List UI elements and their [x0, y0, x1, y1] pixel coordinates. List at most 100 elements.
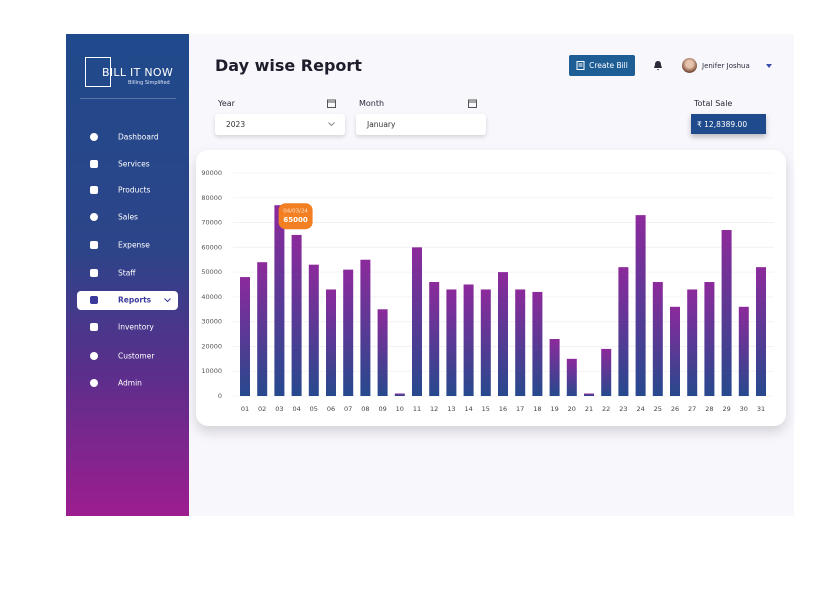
x-tick-label: 23 [619, 405, 627, 413]
page-title: Day wise Report [215, 56, 362, 75]
bar [635, 215, 646, 396]
bar [584, 393, 594, 396]
bar [308, 264, 319, 396]
bar [274, 205, 285, 396]
bar [652, 282, 663, 396]
bar [549, 339, 560, 396]
chevron [328, 122, 335, 127]
menu-icon [90, 352, 98, 360]
y-tick-label: 40000 [201, 293, 222, 301]
calendar-icon[interactable] [327, 99, 336, 108]
menu-item[interactable]: Expense [118, 240, 150, 250]
x-tick-label: 14 [464, 405, 472, 413]
bar [429, 282, 440, 396]
x-tick-label: 08 [361, 405, 369, 413]
y-tick-label: 90000 [201, 169, 222, 177]
bar [326, 289, 336, 396]
bar [463, 284, 474, 396]
x-tick-label: 17 [516, 405, 524, 413]
bar [721, 229, 732, 396]
x-tick-label: 13 [447, 405, 455, 413]
bar [343, 269, 354, 396]
x-tick-label: 20 [568, 405, 576, 413]
tooltip-date: 04/03/24 [283, 209, 308, 215]
bar [446, 289, 457, 396]
bar [498, 272, 508, 396]
x-tick-label: 05 [310, 405, 318, 413]
user-name[interactable]: Jenifer Joshua [702, 62, 750, 70]
year-label: Year [218, 99, 235, 108]
x-tick-label: 22 [602, 405, 610, 413]
bar [756, 267, 766, 396]
chart-card: 0 10000 20000 30000 40000 50000 60000 70000 8000… [196, 150, 786, 426]
bar [240, 277, 250, 396]
month-dropdown[interactable]: January [356, 114, 486, 135]
menu-item[interactable]: Reports [118, 295, 152, 305]
divider [80, 98, 176, 99]
menu-item[interactable]: Admin [118, 378, 142, 388]
bar [532, 291, 543, 396]
bar [480, 289, 491, 396]
x-tick-label: 15 [482, 405, 490, 413]
x-tick-label: 16 [499, 405, 507, 413]
menu-item[interactable]: Inventory [118, 322, 154, 332]
month-label: Month [359, 99, 385, 108]
total-label: Total Sale [694, 99, 733, 108]
y-tick-label: 30000 [201, 318, 222, 326]
bar [738, 306, 749, 396]
menu-item[interactable]: Sales [118, 212, 138, 222]
menu-item[interactable]: Customer [118, 351, 155, 361]
menu-icon [90, 296, 98, 304]
x-tick-label: 04 [292, 405, 300, 413]
avatar[interactable] [682, 58, 697, 73]
total-value: ₹ 12,8389.00 [691, 114, 766, 134]
bar [704, 282, 715, 396]
bell-icon[interactable] [653, 60, 663, 71]
bar [515, 289, 526, 396]
bar [257, 262, 268, 396]
tooltip-value: 65000 [283, 216, 307, 224]
x-tick-label: 01 [241, 405, 249, 413]
calendar-icon[interactable] [468, 99, 477, 108]
x-tick-label: 10 [396, 405, 404, 413]
menu-item[interactable]: Dashboard [118, 132, 159, 142]
user-dropdown[interactable] [766, 64, 772, 68]
y-tick-label: 0 [218, 392, 222, 400]
x-tick-label: 18 [533, 405, 541, 413]
chart: 0 10000 20000 30000 40000 50000 60000 70000 8000… [201, 169, 774, 413]
menu-icon [90, 323, 98, 331]
menu-item[interactable]: Products [118, 185, 151, 195]
bar [412, 247, 422, 396]
x-tick-label: 09 [378, 405, 386, 413]
year-dropdown[interactable]: 2023 [215, 114, 345, 135]
x-tick-label: 27 [688, 405, 696, 413]
menu-item[interactable]: Services [118, 159, 150, 169]
menu-icon [90, 213, 98, 221]
x-tick-label: 06 [327, 405, 335, 413]
menu-item[interactable]: Staff [118, 268, 136, 278]
bar [394, 393, 405, 396]
x-tick-label: 24 [636, 405, 644, 413]
menu-icon [90, 241, 98, 249]
bill-icon [576, 61, 585, 70]
x-tick-label: 11 [413, 405, 421, 413]
bar [291, 234, 302, 396]
create-bill-button[interactable]: Create Bill [569, 55, 635, 76]
year-value: 2023 [226, 120, 246, 129]
x-tick-label: 29 [722, 405, 730, 413]
x-tick-label: 12 [430, 405, 438, 413]
month-value: January [367, 120, 396, 129]
logo-box [85, 57, 111, 87]
active-menu-bg [77, 291, 178, 310]
y-tick-label: 80000 [201, 194, 222, 202]
bar [687, 289, 698, 396]
bar [618, 267, 629, 396]
bar [670, 306, 680, 396]
sidebar: BILL IT NOW Billing Simplified Dashboard… [66, 34, 189, 516]
x-tick-label: 25 [654, 405, 662, 413]
bar [566, 358, 577, 396]
logo-title: BILL IT NOW [102, 66, 174, 79]
x-tick-label: 28 [705, 405, 713, 413]
y-tick-label: 60000 [201, 243, 222, 251]
